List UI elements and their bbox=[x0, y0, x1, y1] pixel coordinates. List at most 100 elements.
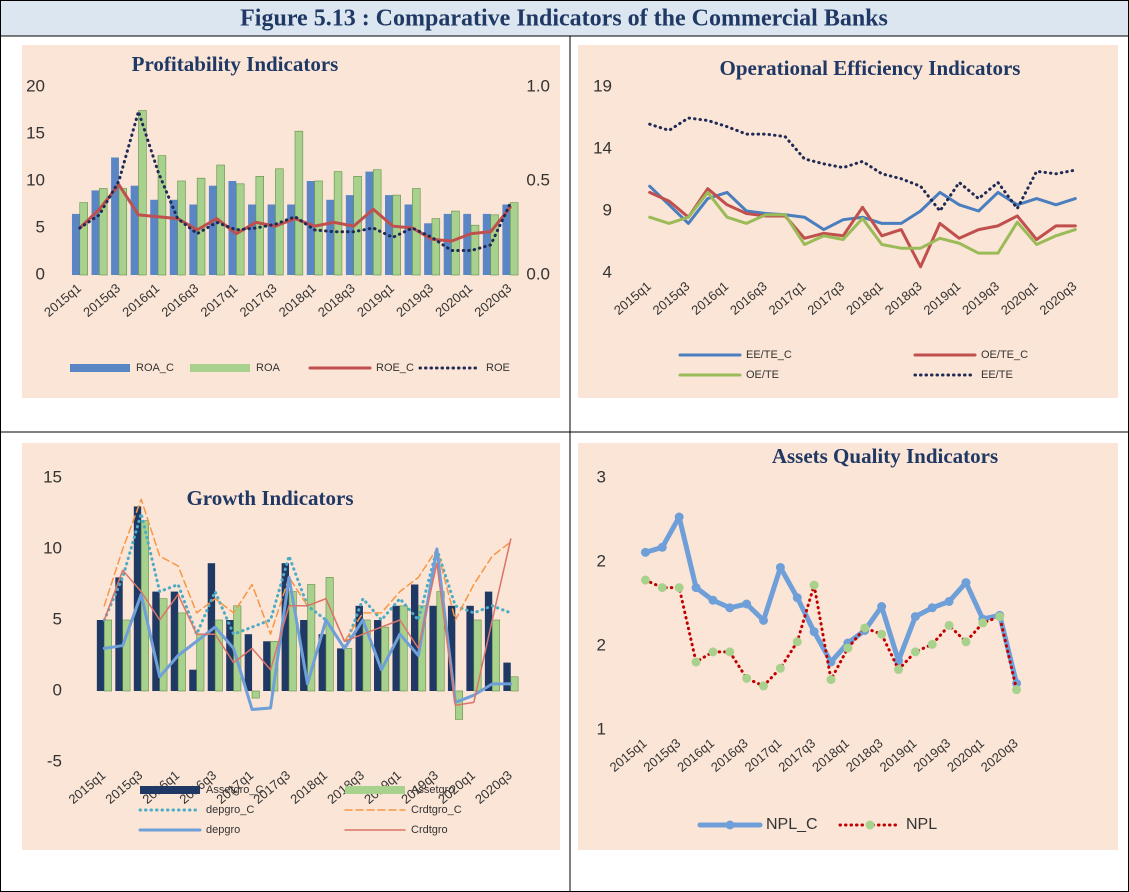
bar bbox=[399, 605, 408, 692]
marker bbox=[944, 596, 954, 606]
marker bbox=[691, 583, 701, 593]
line-series bbox=[78, 183, 512, 243]
bar bbox=[99, 188, 108, 276]
bar bbox=[79, 202, 88, 276]
bar bbox=[189, 669, 197, 691]
bar bbox=[294, 130, 304, 276]
legend-label: OE/TE bbox=[746, 369, 779, 381]
marker bbox=[759, 615, 769, 625]
bar bbox=[189, 204, 198, 275]
bar bbox=[307, 584, 316, 692]
marker bbox=[759, 681, 769, 691]
marker bbox=[877, 602, 887, 612]
marker bbox=[893, 665, 903, 675]
legend-label: depgro_C bbox=[206, 804, 254, 816]
marker bbox=[826, 657, 836, 667]
y-tick-label: 2 bbox=[597, 551, 606, 570]
bar bbox=[404, 204, 413, 275]
chart-title: Assets Quality Indicators bbox=[772, 444, 998, 468]
bar bbox=[509, 202, 519, 276]
bar bbox=[344, 648, 353, 692]
line-series bbox=[648, 116, 1077, 213]
bar bbox=[91, 190, 100, 275]
marker bbox=[809, 580, 819, 590]
legend-swatch bbox=[140, 786, 200, 794]
chart-title: Operational Efficiency Indicators bbox=[720, 56, 1021, 80]
marker bbox=[792, 637, 802, 647]
marker bbox=[1012, 685, 1022, 695]
legend-label: OE/TE_C bbox=[981, 349, 1028, 361]
marker bbox=[978, 618, 988, 628]
y-tick-label: 0 bbox=[36, 264, 45, 283]
bar bbox=[122, 619, 131, 692]
bar bbox=[214, 619, 223, 692]
marker bbox=[927, 639, 937, 649]
marker bbox=[775, 663, 785, 673]
y-tick-label: 5 bbox=[53, 609, 62, 628]
bar bbox=[325, 577, 334, 692]
marker bbox=[640, 575, 650, 585]
marker bbox=[809, 627, 819, 637]
bar bbox=[482, 213, 491, 275]
y-tick-label: 14 bbox=[593, 138, 612, 157]
marker bbox=[640, 547, 650, 557]
legend-label: ROA bbox=[256, 362, 281, 374]
y-tick-label: 5 bbox=[36, 217, 45, 236]
marker bbox=[910, 647, 920, 657]
bar bbox=[248, 204, 256, 275]
line-series bbox=[78, 109, 512, 253]
marker bbox=[657, 542, 667, 552]
bar bbox=[244, 634, 253, 691]
bar bbox=[392, 605, 400, 691]
line-series bbox=[648, 187, 1077, 269]
bar bbox=[115, 577, 123, 691]
y-tick-label: 15 bbox=[26, 123, 45, 142]
marker bbox=[674, 512, 684, 522]
bar bbox=[152, 591, 160, 691]
bar bbox=[473, 619, 482, 692]
bar bbox=[157, 155, 167, 276]
legend-label: Assetgro_C bbox=[206, 784, 264, 796]
y2-tick-label: 0.5 bbox=[526, 170, 550, 189]
bar bbox=[431, 218, 441, 276]
bar bbox=[226, 620, 234, 691]
marker bbox=[927, 603, 937, 613]
bar bbox=[337, 648, 345, 691]
marker bbox=[725, 603, 735, 613]
chart-title: Growth Indicators bbox=[186, 486, 353, 510]
marker bbox=[961, 637, 971, 647]
y-tick-label: 19 bbox=[593, 76, 612, 95]
y-tick-label: 10 bbox=[26, 170, 45, 189]
bar bbox=[251, 690, 260, 699]
bar bbox=[208, 185, 217, 275]
marker bbox=[674, 583, 684, 593]
legend-swatch bbox=[70, 364, 130, 372]
figure-title: Figure 5.13 : Comparative Indicators of … bbox=[240, 6, 888, 32]
y-tick-label: -5 bbox=[47, 751, 62, 770]
marker bbox=[792, 593, 802, 603]
bar bbox=[345, 195, 354, 275]
bar bbox=[314, 180, 323, 276]
y-tick-label: 10 bbox=[43, 538, 62, 557]
bar bbox=[177, 180, 186, 276]
bar bbox=[355, 605, 363, 691]
legend-label: depgro bbox=[206, 824, 240, 836]
bar bbox=[159, 598, 168, 692]
legend-label: NPL_C bbox=[766, 816, 818, 833]
bar bbox=[503, 662, 511, 691]
marker bbox=[691, 657, 701, 667]
bar bbox=[150, 199, 159, 275]
marker bbox=[995, 612, 1005, 622]
marker bbox=[742, 599, 752, 609]
legend-swatch bbox=[345, 786, 405, 794]
bar bbox=[96, 620, 105, 691]
bar bbox=[170, 591, 179, 691]
line-series bbox=[103, 498, 512, 643]
line-series bbox=[648, 190, 1077, 255]
bar bbox=[138, 110, 147, 276]
bar bbox=[281, 563, 290, 691]
marker bbox=[708, 595, 718, 605]
bar bbox=[207, 563, 216, 691]
bar bbox=[362, 619, 371, 692]
